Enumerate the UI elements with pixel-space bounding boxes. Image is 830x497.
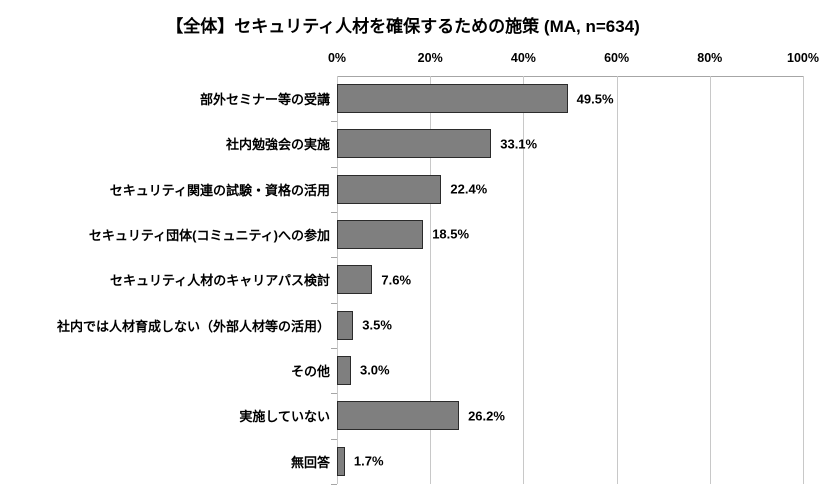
x-axis-labels: 0% 20% 40% 60% 80% 100% — [0, 51, 830, 69]
x-axis-tick-label: 100% — [787, 51, 819, 65]
category-label: セキュリティ団体(コミュニティ)への参加 — [88, 228, 330, 244]
bar — [337, 355, 351, 385]
y-axis-tickmark — [331, 257, 337, 259]
bar-row: 26.2% — [337, 393, 803, 438]
category-label: 社内勉強会の実施 — [225, 137, 330, 153]
chart-title: 【全体】セキュリティ人材を確保するための施策 (MA, n=634) — [166, 17, 640, 36]
bar — [337, 219, 424, 249]
value-label: 3.5% — [362, 317, 392, 333]
gridline — [803, 76, 804, 484]
value-label: 22.4% — [450, 181, 488, 197]
bar — [337, 401, 460, 431]
x-axis-tick-label: 20% — [417, 51, 443, 65]
gridline — [430, 76, 432, 484]
bar-row: 49.5% — [337, 76, 803, 121]
value-label: 18.5% — [432, 226, 470, 242]
category-label: 社内では人材育成しない（外部人材等の活用） — [56, 318, 330, 334]
value-label: 26.2% — [468, 408, 505, 424]
x-axis-tick-label: 60% — [604, 51, 630, 65]
y-axis-tickmark — [331, 166, 337, 168]
bar-row: 18.5% — [337, 212, 803, 257]
bar — [337, 129, 492, 159]
value-label: 1.7% — [353, 453, 384, 469]
category-label: セキュリティ人材のキャリアパス検討 — [110, 273, 330, 289]
y-axis-tickmark — [331, 302, 337, 304]
category-label: 実施していない — [239, 409, 330, 425]
bar-row: 1.7% — [337, 439, 803, 484]
bar-row: 3.5% — [337, 303, 803, 348]
bar-row: 33.1% — [337, 121, 803, 166]
bar — [337, 84, 568, 113]
value-label: 7.6% — [381, 272, 412, 288]
x-axis-tick-label: 0% — [327, 51, 347, 65]
bar-row: 22.4% — [337, 167, 803, 212]
category-label: 部外セミナー等の受講 — [199, 92, 330, 108]
bar — [337, 174, 442, 204]
x-axis-tick-label: 40% — [510, 51, 536, 65]
bar — [337, 446, 345, 476]
x-axis-tick-label: 80% — [697, 51, 723, 65]
y-axis-tickmark — [331, 393, 337, 395]
category-label: その他 — [290, 364, 330, 380]
category-label: セキュリティ関連の試験・資格の活用 — [109, 182, 330, 198]
y-axis-tickmark — [331, 348, 337, 349]
category-labels: 部外セミナー等の受講 社内勉強会の実施 セキュリティ関連の試験・資格の活用 セキュリテ… — [0, 76, 330, 484]
gridline — [523, 76, 525, 484]
value-label: 49.5% — [576, 91, 614, 106]
bar-row: 3.0% — [337, 348, 803, 393]
gridline — [709, 76, 711, 484]
y-axis-tickmark — [331, 484, 337, 485]
bar — [337, 310, 354, 340]
y-axis-tickmark — [331, 438, 337, 440]
plot-area: 49.5% 33.1% 22.4% 18.5% 7.6% 3.5% 3.0% 26.2% 1.7… — [331, 76, 804, 485]
value-label: 3.0% — [359, 362, 390, 378]
y-axis-tickmark — [331, 121, 337, 123]
y-axis-tickmark — [331, 212, 337, 213]
bar-row: 7.6% — [337, 257, 803, 302]
gridline — [616, 76, 618, 484]
category-label: 無回答 — [290, 454, 330, 470]
value-label: 33.1% — [500, 136, 538, 152]
x-axis-line — [337, 76, 803, 77]
bar — [337, 265, 373, 295]
